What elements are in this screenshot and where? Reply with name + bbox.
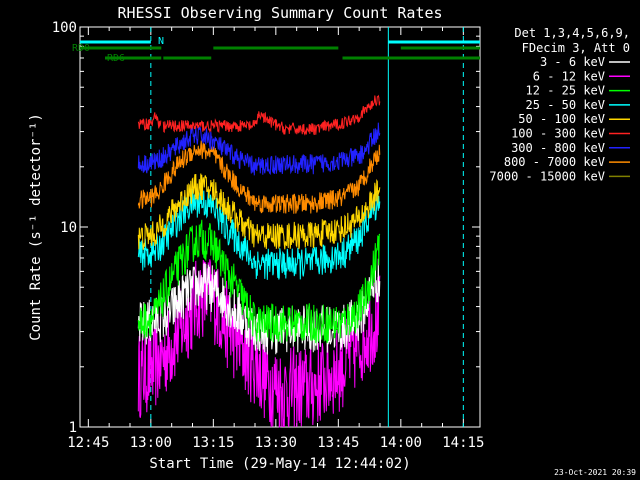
status-bar-label: RD6: [107, 53, 125, 64]
legend-header: FDecim 3, Att 0: [522, 41, 630, 55]
series-line-12-25keV: [137, 219, 381, 344]
x-tick-label: 13:15: [192, 435, 234, 451]
legend-header: Det 1,3,4,5,6,9,: [514, 26, 630, 40]
legend-label: 50 - 100 keV: [518, 112, 605, 126]
timestamp: 23-Oct-2021 20:39: [554, 468, 636, 477]
status-bar-label: N: [158, 36, 164, 47]
legend-label: 25 - 50 keV: [526, 98, 605, 112]
legend-label: 6 - 12 keV: [533, 69, 605, 83]
series-line-100-300keV: [137, 94, 381, 136]
legend-label: 3 - 6 keV: [540, 55, 605, 69]
series-line-25-50keV: [137, 188, 381, 280]
x-tick-label: 13:00: [130, 435, 172, 451]
series-line-50-100keV: [137, 173, 381, 250]
x-tick-label: 12:45: [67, 435, 109, 451]
legend-label: 100 - 300 keV: [511, 127, 605, 141]
legend-label: 12 - 25 keV: [526, 84, 605, 98]
x-tick-label: 14:15: [442, 435, 484, 451]
legend-label: 800 - 7000 keV: [504, 155, 605, 169]
chart-title: RHESSI Observing Summary Count Rates: [117, 4, 442, 22]
status-bar-label: RD0: [72, 43, 90, 54]
series-line-800-7000keV: [137, 140, 381, 214]
legend-label: 300 - 800 keV: [511, 141, 605, 155]
y-tick-label: 10: [60, 220, 77, 236]
y-tick-label: 1: [69, 420, 77, 436]
x-axis-label: Start Time (29-May-14 12:44:02): [149, 456, 410, 472]
x-tick-label: 14:00: [380, 435, 422, 451]
x-tick-label: 13:30: [255, 435, 297, 451]
series-line-300-800keV: [137, 122, 381, 176]
series-line-6-12keV: [137, 259, 381, 428]
legend-label: 7000 - 15000 keV: [489, 169, 605, 183]
y-tick-label: 100: [52, 20, 77, 36]
y-axis-label: Count Rate (s⁻¹ detector⁻¹): [28, 113, 44, 341]
x-tick-label: 13:45: [317, 435, 359, 451]
